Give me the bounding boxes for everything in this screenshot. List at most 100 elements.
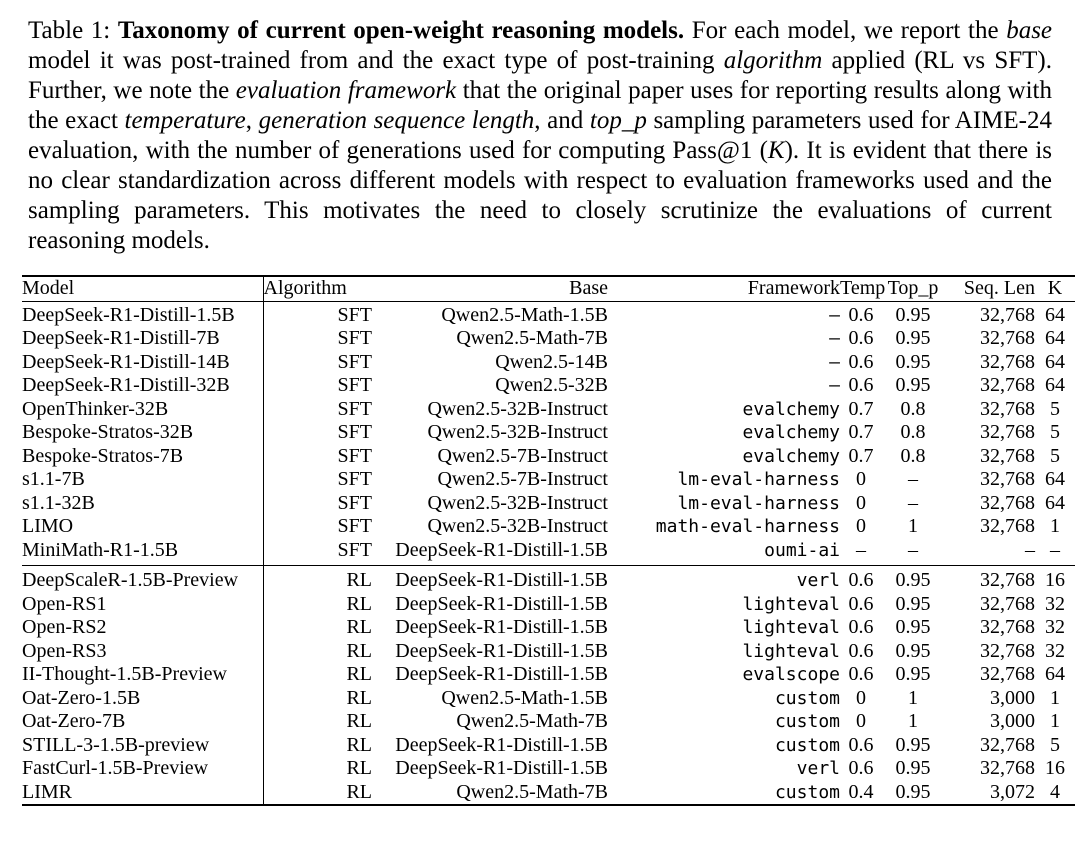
cell-top_p: 1 — [908, 515, 918, 537]
cell-model: II-Thought-1.5B-Preview — [22, 663, 227, 685]
cell-seq_len: 32,768 — [980, 757, 1035, 779]
cell-model: DeepScaleR-1.5B-Preview — [22, 569, 239, 591]
cell-k: 64 — [1045, 303, 1065, 326]
cell-seq_len: 32,768 — [980, 639, 1035, 662]
caption-segment: , — [245, 107, 259, 134]
caption-segment: base — [1006, 17, 1053, 44]
cell-k: 64 — [1045, 350, 1065, 373]
caption-segment: K — [767, 137, 785, 164]
cell-base: Qwen2.5-32B-Instruct — [427, 491, 608, 514]
caption-segment: top_p — [589, 107, 647, 134]
table-row: OpenThinker-32B SFT Qwen2.5-32B-Instruct ev… — [22, 397, 1075, 421]
caption-segment: generation sequence length — [258, 107, 535, 134]
cell-model: DeepSeek-R1-Distill-32B — [22, 374, 230, 396]
cell-algorithm: RL — [262, 757, 372, 781]
column-header-temp: Temp — [840, 276, 886, 302]
cell-model: Open-RS1 — [22, 592, 107, 615]
cell-k: 5 — [1050, 397, 1060, 420]
cell-top_p: – — [908, 468, 918, 490]
cell-framework: lighteval — [742, 640, 840, 662]
cell-temp: 0.6 — [848, 757, 874, 779]
cell-temp: 0 — [856, 710, 866, 732]
cell-framework: verl — [796, 758, 840, 779]
caption-segment: temperature — [124, 107, 246, 134]
table-row: s1.1-32B SFT Qwen2.5-32B-Instruct lm-eval-h… — [22, 491, 1075, 515]
cell-framework: lighteval — [742, 593, 840, 615]
cell-framework: evalchemy — [742, 398, 840, 420]
cell-top_p: 0.95 — [895, 616, 931, 638]
column-header-model: Model — [22, 276, 263, 302]
cell-model: FastCurl-1.5B-Preview — [22, 757, 209, 779]
cell-base: Qwen2.5-32B-Instruct — [427, 515, 608, 537]
cell-model: LIMR — [22, 780, 72, 803]
cell-temp: 0.6 — [848, 663, 874, 685]
cell-model: DeepSeek-R1-Distill-14B — [22, 350, 230, 373]
cell-top_p: 1 — [908, 710, 918, 732]
cell-seq_len: 32,768 — [980, 374, 1035, 396]
cell-top_p: 0.95 — [895, 569, 931, 591]
cell-framework: custom — [774, 781, 840, 803]
cell-temp: 0.7 — [848, 421, 874, 443]
caption-segment: algorithm — [723, 47, 823, 74]
cell-algorithm: RL — [262, 592, 372, 616]
caption-segment: evaluation framework — [235, 77, 457, 104]
cell-seq_len: 32,768 — [980, 569, 1035, 591]
cell-framework: oumi-ai — [608, 538, 840, 566]
cell-model: MiniMath-R1-1.5B — [22, 538, 263, 566]
cell-top_p: 0.95 — [895, 733, 931, 756]
table-row: STILL-3-1.5B-preview RL DeepSeek-R1-Distil… — [22, 733, 1075, 757]
cell-algorithm: RL — [262, 686, 372, 710]
caption-segment: sampling parameters used for AIME-24 eva… — [28, 107, 1053, 164]
cell-top_p: – — [908, 491, 918, 514]
cell-framework: lighteval — [742, 617, 840, 638]
cell-base: DeepSeek-R1-Distill-1.5B — [395, 616, 608, 638]
cell-model: DeepSeek-R1-Distill-7B — [22, 327, 220, 349]
paper-page: Table 1: Taxonomy of current open-weight… — [0, 16, 1080, 806]
cell-algorithm: RL — [262, 733, 372, 757]
cell-seq_len: 32,768 — [980, 421, 1035, 443]
cell-k: 64 — [1045, 327, 1065, 349]
cell-k: 5 — [1050, 421, 1060, 443]
cell-seq_len: 32,768 — [980, 616, 1035, 638]
cell-temp: 0 — [856, 515, 866, 537]
cell-seq_len: 32,768 — [980, 303, 1035, 326]
cell-algorithm: RL — [262, 710, 372, 734]
cell-algorithm: SFT — [262, 327, 372, 351]
table-row: LIMO SFT Qwen2.5-32B-Instruct math-eval-har… — [22, 515, 1075, 539]
cell-model: STILL-3-1.5B-preview — [22, 733, 210, 756]
cell-top_p: – — [882, 538, 944, 566]
cell-top_p: 0.95 — [895, 757, 931, 779]
cell-seq_len: – — [944, 538, 1035, 566]
cell-base: Qwen2.5-Math-1.5B — [441, 686, 608, 709]
cell-temp: 0.6 — [848, 733, 874, 756]
cell-base: DeepSeek-R1-Distill-1.5B — [395, 663, 608, 685]
cell-framework: – — [829, 375, 840, 396]
caption-segment: Table 1: — [28, 17, 118, 44]
cell-temp: 0 — [856, 491, 866, 514]
cell-algorithm: SFT — [262, 421, 372, 445]
column-header-algorithm: Algorithm — [262, 276, 372, 302]
cell-algorithm: SFT — [262, 538, 372, 566]
cell-k: 64 — [1045, 491, 1065, 514]
cell-algorithm: SFT — [262, 444, 372, 468]
cell-framework: verl — [796, 570, 840, 591]
cell-framework: custom — [774, 687, 840, 709]
cell-top_p: 0.95 — [895, 639, 931, 662]
cell-seq_len: 3,000 — [990, 710, 1035, 732]
caption-segment: For each model, we report the — [684, 17, 1007, 44]
cell-algorithm: RL — [262, 639, 372, 663]
cell-temp: 0.4 — [848, 780, 874, 803]
table-row: DeepSeek-R1-Distill-32B SFT Qwen2.5-32B –0.… — [22, 374, 1075, 398]
table-row: DeepSeek-R1-Distill-7B SFT Qwen2.5-Math-7B… — [22, 327, 1075, 351]
cell-framework: custom — [774, 734, 840, 756]
cell-framework: – — [829, 328, 840, 349]
cell-k: 1 — [1050, 515, 1060, 537]
caption-segment: Taxonomy of current open-weight reasonin… — [117, 17, 685, 44]
cell-framework: evalscope — [742, 664, 840, 685]
cell-k: 5 — [1050, 444, 1060, 467]
cell-seq_len: 32,768 — [980, 663, 1035, 685]
cell-top_p: 0.95 — [895, 350, 931, 373]
cell-k: 64 — [1045, 468, 1065, 490]
cell-top_p: 1 — [908, 686, 918, 709]
column-header-top_p: Top_p — [882, 276, 944, 302]
